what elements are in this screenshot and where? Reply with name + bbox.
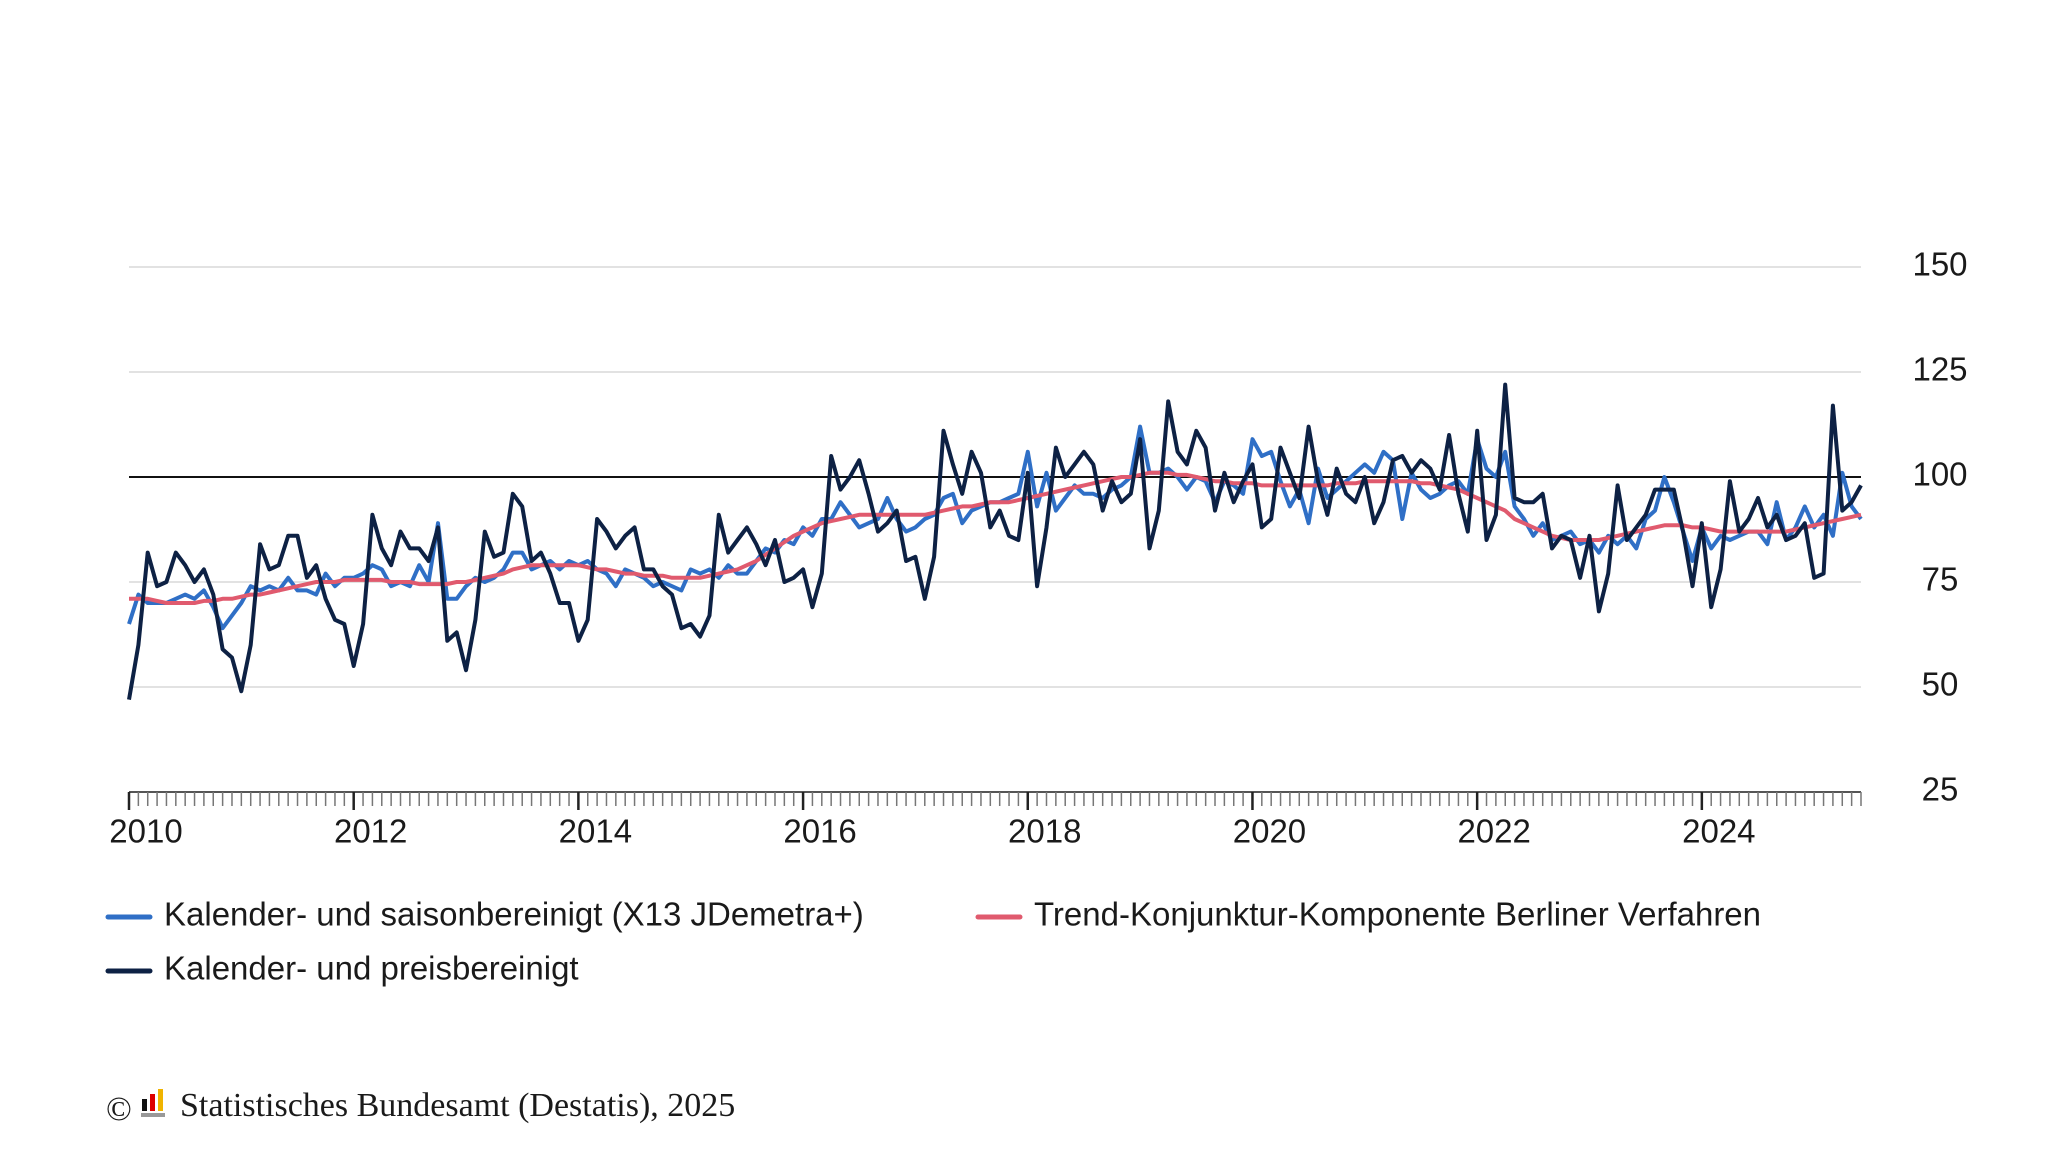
x-tick-label: 2020 — [1233, 813, 1306, 850]
copyright: © — [106, 1091, 132, 1128]
legend-label: Kalender- und preisbereinigt — [164, 950, 579, 987]
legend-label: Trend-Konjunktur-Komponente Berliner Ver… — [1034, 896, 1761, 933]
series-line — [127, 382, 1863, 700]
x-tick-label: 2022 — [1457, 813, 1530, 850]
series-line — [129, 470, 1862, 605]
source: Statistisches Bundesamt (Destatis), 2025 — [180, 1087, 735, 1124]
legend-label: Kalender- und saisonbereinigt (X13 JDeme… — [164, 896, 864, 933]
x-tick-label: 2010 — [109, 813, 182, 850]
y-tick-label: 75 — [1922, 561, 1959, 598]
x-tick-label: 2024 — [1682, 813, 1755, 850]
y-tick-label: 25 — [1922, 771, 1959, 808]
logo — [141, 1089, 165, 1117]
x-tick-label: 2016 — [783, 813, 856, 850]
x-tick-label: 2014 — [559, 813, 632, 850]
x-tick-label: 2018 — [1008, 813, 1081, 850]
y-tick-label: 100 — [1912, 456, 1967, 493]
y-tick-label: 50 — [1922, 666, 1959, 703]
y-tick-label: 125 — [1912, 351, 1967, 388]
x-tick-label: 2012 — [334, 813, 407, 850]
y-tick-label: 150 — [1912, 246, 1967, 283]
